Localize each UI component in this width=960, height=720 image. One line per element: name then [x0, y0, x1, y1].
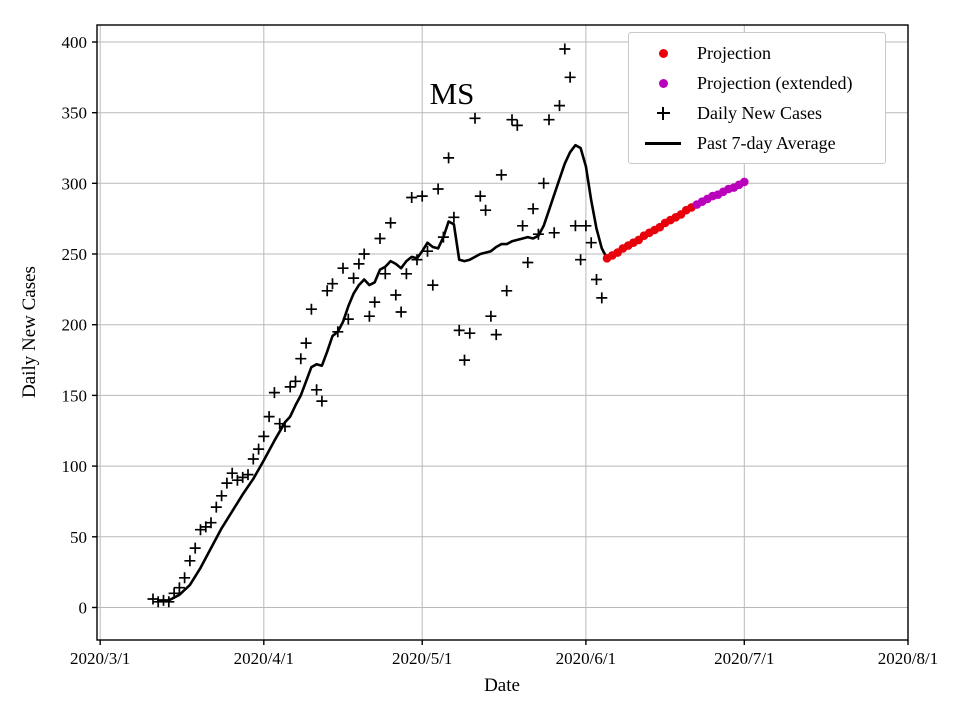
- legend: Projection Projection (extended) Daily N…: [628, 32, 886, 164]
- legend-item-projection-extended: Projection (extended): [629, 68, 885, 98]
- chart-title: MS: [429, 76, 475, 111]
- y-tick-label: 250: [62, 245, 88, 264]
- x-tick-label: 2020/7/1: [714, 649, 774, 668]
- legend-item-projection: Projection: [629, 38, 885, 68]
- plus-marker-icon: [629, 106, 697, 120]
- y-axis-label: Daily New Cases: [19, 266, 40, 398]
- series-projection-extended-: [692, 177, 749, 209]
- axis-ticks: 2020/3/1 2020/4/1 2020/5/1 2020/6/1 2020/7/1…: [62, 33, 939, 668]
- x-tick-label: 2020/5/1: [392, 649, 452, 668]
- legend-label: Projection: [697, 42, 771, 63]
- x-tick-label: 2020/6/1: [556, 649, 616, 668]
- series-projection: [602, 203, 696, 263]
- y-tick-label: 300: [62, 174, 88, 193]
- legend-item-daily-new-cases: Daily New Cases: [629, 98, 885, 128]
- y-tick-label: 150: [62, 386, 88, 405]
- y-tick-label: 400: [62, 33, 88, 52]
- legend-label: Daily New Cases: [697, 102, 822, 123]
- plot-border: [96, 24, 909, 641]
- y-tick-label: 50: [70, 528, 87, 547]
- projection-extended-dot-icon: [629, 78, 697, 88]
- y-tick-label: 200: [62, 316, 88, 335]
- legend-label: Projection (extended): [697, 72, 853, 93]
- x-tick-label: 2020/8/1: [878, 649, 938, 668]
- x-tick-label: 2020/4/1: [234, 649, 294, 668]
- y-tick-label: 100: [62, 457, 88, 476]
- y-tick-label: 350: [62, 104, 88, 123]
- legend-item-past-7day-average: Past 7-day Average: [629, 128, 885, 158]
- line-sample-icon: [629, 141, 697, 145]
- x-axis-label: Date: [484, 675, 520, 696]
- series-daily-new-cases: [147, 43, 608, 608]
- x-tick-label: 2020/3/1: [70, 649, 130, 668]
- series-past-7-day-average: [156, 143, 609, 602]
- projection-dot-icon: [629, 48, 697, 58]
- legend-label: Past 7-day Average: [697, 132, 836, 153]
- y-tick-label: 0: [79, 599, 88, 618]
